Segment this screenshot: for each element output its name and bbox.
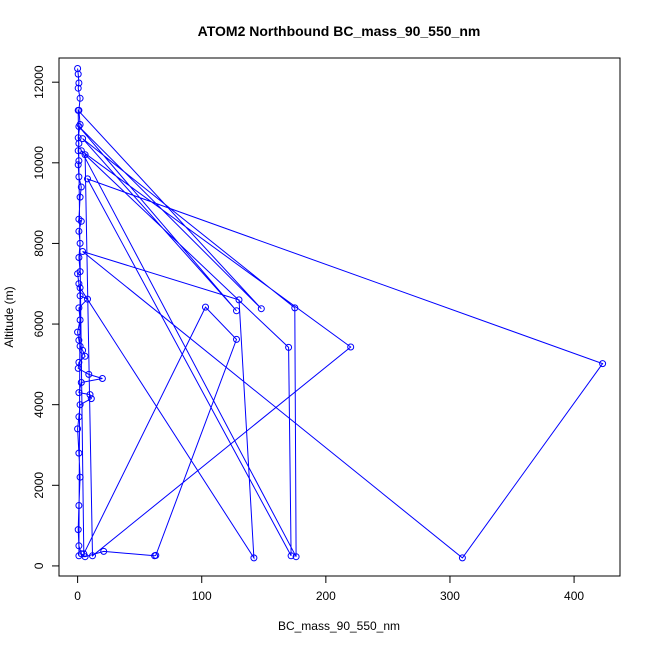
data-point (75, 389, 83, 397)
x-axis-label: BC_mass_90_550_nm (278, 619, 400, 633)
data-point (79, 248, 87, 255)
data-point (77, 183, 85, 191)
plot-area (74, 65, 607, 562)
data-point (75, 79, 83, 87)
y-axis: 0 2000 4000 6000 8000 10000 12000 (32, 65, 60, 569)
y-tick-label: 8000 (32, 230, 46, 257)
data-point (74, 270, 82, 278)
data-point (599, 360, 607, 368)
data-point (77, 217, 85, 225)
x-tick-label: 100 (192, 589, 212, 603)
data-point (202, 303, 209, 311)
data-point (74, 425, 82, 433)
y-tick-label: 2000 (32, 472, 46, 499)
data-point (86, 391, 94, 399)
x-axis: 0 100 200 300 400 (74, 575, 584, 603)
data-point (84, 175, 91, 183)
data-point (100, 547, 108, 555)
data-point (75, 449, 83, 457)
y-tick-label: 4000 (32, 391, 46, 418)
y-tick-label: 6000 (32, 310, 46, 337)
data-point (75, 280, 83, 288)
data-point (76, 239, 84, 247)
data-point (79, 346, 87, 354)
data-point (76, 193, 84, 201)
data-point (458, 554, 466, 562)
data-point (79, 135, 87, 143)
data-point (235, 296, 243, 304)
data-point (75, 413, 83, 421)
data-point (87, 395, 95, 403)
data-point (76, 473, 84, 481)
y-tick-label: 0 (32, 562, 46, 569)
data-point (85, 370, 93, 378)
data-point (98, 375, 106, 382)
data-point (287, 552, 295, 560)
y-tick-label: 10000 (32, 146, 46, 180)
data-point (74, 161, 82, 169)
data-point (347, 343, 355, 351)
data-point (74, 84, 82, 92)
data-point (74, 106, 82, 114)
data-point (74, 526, 82, 534)
data-point (233, 307, 240, 315)
data-point (75, 123, 83, 130)
data-point (77, 379, 85, 386)
data-point (291, 304, 299, 312)
data-point (75, 140, 83, 147)
x-tick-label: 0 (74, 589, 81, 603)
data-point (74, 364, 82, 372)
data-point (76, 401, 84, 409)
data-point (76, 292, 84, 300)
y-axis-label: Altitude (m) (2, 286, 16, 347)
data-point (81, 151, 89, 159)
x-tick-label: 400 (564, 589, 584, 603)
x-tick-label: 300 (440, 589, 460, 603)
data-point (76, 284, 84, 292)
data-point (75, 542, 83, 550)
data-point (75, 502, 83, 509)
data-point (74, 328, 82, 336)
data-point (75, 254, 83, 261)
data-point (89, 552, 96, 560)
data-point (77, 147, 85, 155)
data-point (257, 305, 265, 313)
data-point (292, 553, 300, 561)
data-point (75, 304, 83, 312)
data-point (74, 70, 82, 78)
data-point (75, 173, 83, 181)
data-point (76, 94, 84, 102)
data-point (285, 343, 293, 351)
data-point (81, 352, 89, 360)
data-point (250, 554, 258, 562)
data-point (75, 157, 83, 165)
data-point (75, 227, 83, 235)
data-point (75, 552, 83, 560)
data-point (76, 316, 84, 324)
data-point (152, 551, 160, 559)
data-point (74, 147, 82, 155)
chart-title: ATOM2 Northbound BC_mass_90_550_nm (198, 23, 481, 39)
x-tick-label: 200 (316, 589, 336, 603)
y-tick-label: 12000 (32, 65, 46, 99)
data-point (233, 335, 240, 343)
data-point (84, 295, 91, 303)
